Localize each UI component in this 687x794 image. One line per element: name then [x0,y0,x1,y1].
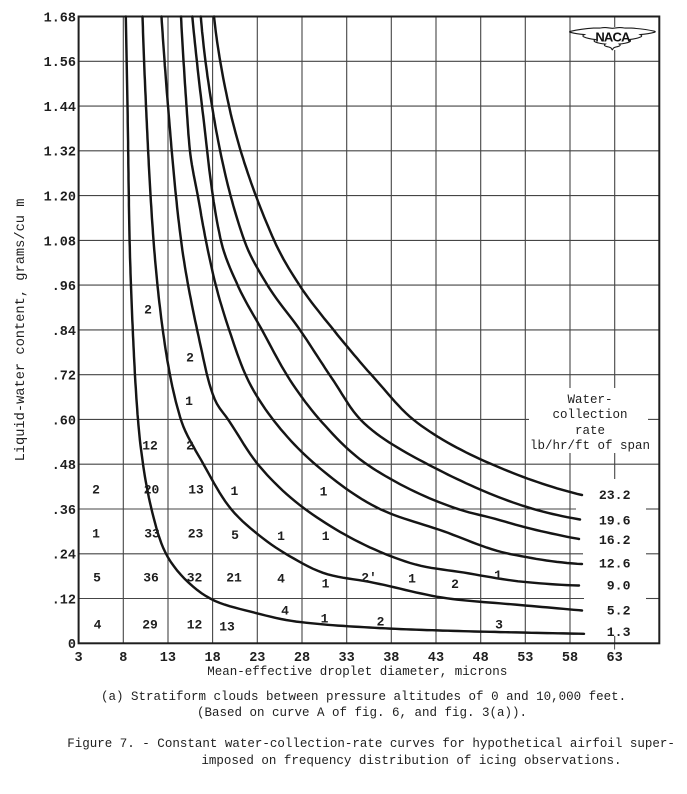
svg-text:rate: rate [575,424,605,438]
svg-text:20: 20 [144,483,160,498]
svg-text:33: 33 [144,527,160,542]
svg-text:5.2: 5.2 [607,604,631,619]
svg-text:2: 2 [144,303,152,318]
svg-text:21: 21 [226,571,242,586]
svg-text:.84: .84 [52,325,76,340]
svg-text:13: 13 [160,651,176,666]
svg-text:36: 36 [143,571,159,586]
svg-text:16.2: 16.2 [599,533,631,548]
svg-text:12: 12 [187,618,203,633]
svg-text:9.0: 9.0 [607,578,631,593]
svg-text:63: 63 [606,651,622,666]
svg-text:.24: .24 [52,549,76,564]
svg-text:4: 4 [277,572,285,587]
svg-text:.96: .96 [52,280,76,295]
svg-text:2: 2 [186,351,194,366]
svg-text:1: 1 [92,527,100,542]
svg-text:4: 4 [281,604,289,619]
svg-text:1.68: 1.68 [44,11,76,26]
svg-text:Figure 7. - Constant water-col: Figure 7. - Constant water-collection-ra… [67,737,675,751]
svg-text:58: 58 [562,651,578,666]
svg-text:3: 3 [75,651,83,666]
svg-text:1: 1 [408,572,416,587]
svg-text:12.6: 12.6 [599,557,631,572]
svg-text:imposed on frequency distribut: imposed on frequency distribution of ici… [201,754,621,768]
svg-text:.36: .36 [52,504,76,519]
svg-text:Liquid-water content, grams/cu: Liquid-water content, grams/cu m [14,199,29,462]
svg-text:18: 18 [204,651,220,666]
svg-text:.48: .48 [52,459,76,474]
svg-text:2': 2' [361,571,377,586]
svg-text:43: 43 [428,651,444,666]
svg-text:1: 1 [320,485,328,500]
svg-text:NACA: NACA [595,29,631,44]
svg-text:5: 5 [231,528,239,543]
svg-text:12: 12 [142,439,158,454]
svg-text:1: 1 [277,529,285,544]
svg-text:13: 13 [219,620,235,635]
svg-text:.60: .60 [52,414,76,429]
svg-text:1: 1 [322,577,330,592]
svg-text:13: 13 [188,483,204,498]
svg-text:29: 29 [142,618,158,633]
svg-text:23: 23 [188,527,204,542]
svg-text:.72: .72 [52,370,76,385]
svg-text:1: 1 [494,568,502,583]
svg-text:Water-: Water- [567,393,612,407]
svg-text:(Based on curve A of fig. 6, a: (Based on curve A of fig. 6, and fig. 3(… [197,706,527,720]
svg-text:1: 1 [185,394,193,409]
svg-text:38: 38 [383,651,399,666]
svg-text:1.20: 1.20 [44,191,76,206]
svg-text:23.2: 23.2 [599,488,631,503]
svg-text:23: 23 [249,651,265,666]
svg-text:Mean-effective droplet diamete: Mean-effective droplet diameter, microns [207,665,507,679]
svg-text:1: 1 [321,612,329,627]
svg-text:1.56: 1.56 [44,56,76,71]
svg-text:1.32: 1.32 [44,146,76,161]
svg-text:28: 28 [294,651,310,666]
svg-text:33: 33 [338,651,354,666]
svg-text:1.3: 1.3 [607,625,631,640]
svg-text:48: 48 [472,651,488,666]
svg-text:1.44: 1.44 [44,101,76,116]
svg-text:2: 2 [186,439,194,454]
svg-text:.12: .12 [52,593,76,608]
svg-text:5: 5 [93,571,101,586]
svg-text:1: 1 [230,484,238,499]
svg-text:1.08: 1.08 [44,235,76,250]
svg-text:1: 1 [322,529,330,544]
svg-text:19.6: 19.6 [599,513,631,528]
svg-text:3: 3 [495,618,503,633]
svg-text:4: 4 [94,618,102,633]
svg-text:0: 0 [68,638,76,653]
svg-text:8: 8 [119,651,127,666]
svg-text:(a) Stratiform clouds between: (a) Stratiform clouds between pressure a… [101,690,626,704]
svg-text:collection: collection [552,408,627,422]
svg-text:2: 2 [451,577,459,592]
svg-text:32: 32 [187,571,203,586]
svg-text:2: 2 [92,483,100,498]
svg-text:53: 53 [517,651,533,666]
svg-text:lb/hr/ft of span: lb/hr/ft of span [530,439,650,453]
svg-text:2: 2 [377,615,385,630]
